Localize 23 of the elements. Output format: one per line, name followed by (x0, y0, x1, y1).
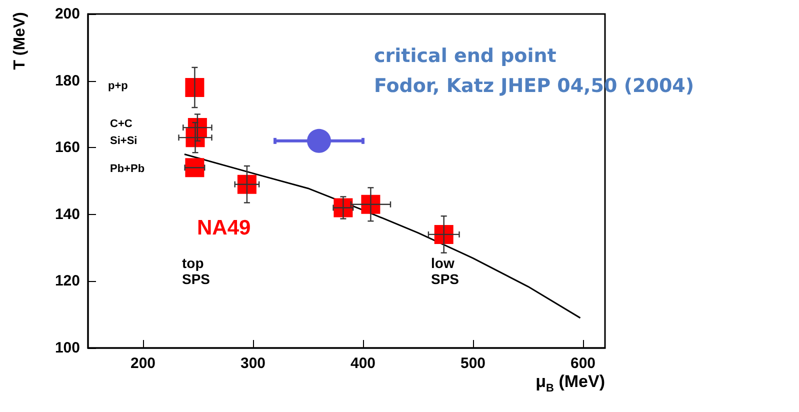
y-tick-label: 140 (54, 206, 80, 223)
y-tick-label: 120 (54, 272, 80, 290)
annotation: low SPS (431, 255, 460, 287)
point (185, 158, 204, 178)
y-tick-label: 200 (54, 6, 80, 22)
x-tick-label: 300 (240, 355, 266, 372)
y-tick-label: 180 (54, 72, 80, 90)
series-label: NA49 (197, 216, 251, 240)
annotation: p+p (108, 80, 128, 92)
x-tick-label: 600 (570, 355, 596, 372)
point (185, 78, 204, 97)
annotation: Si+Si (110, 135, 138, 147)
x-tick-label: 400 (350, 355, 376, 372)
annotation: Pb+Pb (110, 163, 145, 175)
x-tick-label: 200 (130, 355, 156, 372)
annotation: C+C (110, 118, 132, 130)
y-axis-title: T (MeV) (12, 12, 28, 70)
x-tick-label: 500 (460, 355, 486, 372)
y-tick-label: 160 (54, 139, 80, 156)
annotation: top SPS (182, 255, 210, 287)
x-axis-title: μ$_{B}$ (MeV) (536, 372, 605, 394)
line-series (184, 154, 581, 319)
y-tick-label: 100 (54, 340, 80, 356)
